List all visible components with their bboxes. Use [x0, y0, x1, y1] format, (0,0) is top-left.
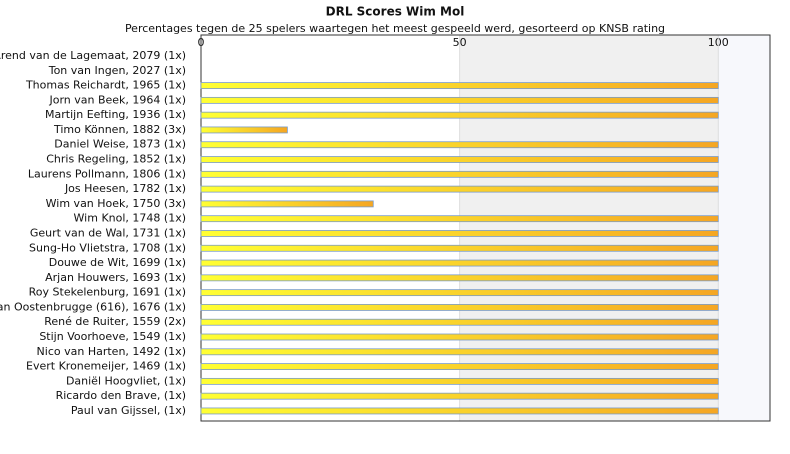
shaded-zone [459, 35, 719, 421]
bar [200, 141, 719, 149]
y-tick-label: Stijn Voorhoeve, 1549 (1x) [39, 330, 186, 343]
y-tick-label: Daniël Hoogvliet, (1x) [66, 374, 186, 387]
y-tick-label: René de Ruiter, 1559 (2x) [44, 315, 186, 328]
y-tick-label: Laurens Pollmann, 1806 (1x) [28, 167, 186, 180]
bar [200, 230, 719, 237]
y-tick-label: Nico van Harten, 1492 (1x) [37, 345, 186, 358]
bar [200, 363, 719, 370]
bar [200, 185, 719, 193]
bar [200, 170, 719, 178]
y-tick-label: Martijn Eefting, 1936 (1x) [45, 108, 186, 121]
chart-title: DRL Scores Wim Mol [326, 5, 465, 19]
bar [200, 377, 719, 385]
y-tick-label: Arjan Houwers, 1693 (1x) [45, 271, 186, 284]
bar [200, 96, 719, 104]
bar [200, 318, 719, 326]
bar [200, 244, 719, 252]
bar [200, 156, 719, 163]
bar [200, 348, 719, 356]
bar [200, 111, 719, 119]
bar [200, 274, 719, 282]
y-tick-label: Sung-Ho Vlietstra, 1708 (1x) [29, 241, 186, 254]
bar [200, 392, 719, 400]
y-tick-label: Douwe de Wit, 1699 (1x) [49, 256, 186, 269]
y-tick-label: Jorn van Beek, 1964 (1x) [48, 93, 186, 106]
y-tick-label: Ricardo den Brave, (1x) [56, 389, 186, 402]
bar [200, 289, 719, 297]
bar [200, 407, 719, 415]
bar [200, 215, 719, 223]
bar [200, 82, 719, 89]
y-tick-label: Paul van Gijssel, (1x) [71, 404, 186, 417]
y-tick-label: Wim Knol, 1748 (1x) [74, 212, 186, 225]
y-tick-label: van Oostenbrugge (616), 1676 (1x) [0, 300, 186, 313]
shaded-zone [718, 35, 770, 421]
bar [200, 259, 719, 267]
y-tick-label: Timo Können, 1882 (3x) [53, 123, 186, 136]
bar [200, 126, 288, 134]
y-tick-label: Jos Heesen, 1782 (1x) [64, 182, 186, 195]
y-tick-label: Roy Stekelenburg, 1691 (1x) [29, 286, 186, 299]
bar [200, 200, 374, 208]
y-tick-label: Arend van de Lagemaat, 2079 (1x) [0, 49, 186, 62]
chart-subtitle: Percentages tegen de 25 spelers waartege… [125, 22, 665, 35]
plot-border [200, 34, 771, 422]
y-tick-label: Chris Regeling, 1852 (1x) [46, 153, 186, 166]
y-tick-label: Ton van Ingen, 2027 (1x) [48, 64, 186, 77]
y-tick-label: Geurt van de Wal, 1731 (1x) [30, 226, 186, 239]
bar [200, 333, 719, 341]
y-tick-label: Evert Kronemeijer, 1469 (1x) [26, 360, 186, 373]
y-tick-label: Thomas Reichardt, 1965 (1x) [25, 79, 186, 92]
y-tick-label: Daniel Weise, 1873 (1x) [54, 138, 186, 151]
y-tick-label: Wim van Hoek, 1750 (3x) [46, 197, 186, 210]
bar [200, 304, 719, 311]
